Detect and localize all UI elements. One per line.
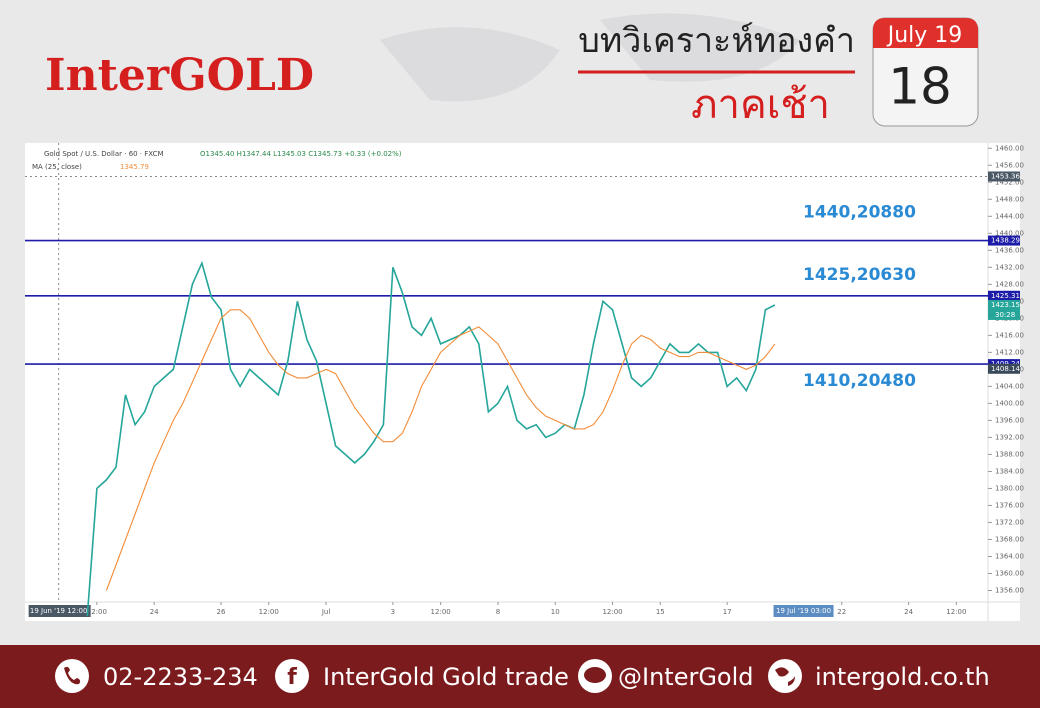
series-line — [86, 260, 776, 617]
x-tick-label: 26 — [217, 608, 226, 616]
y-tick-label: 1452.00 — [995, 178, 1024, 186]
plot: 1356.00 1360.00 1364.00 1368.00 1372.00 1376.… — [25, 143, 1024, 617]
y-tick-label: 1400.00 — [995, 399, 1024, 407]
footer-phone: 02-2233-234 — [103, 663, 258, 691]
y-tick-label: 1372.00 — [995, 518, 1024, 526]
phone-icon — [55, 659, 89, 693]
x-tick-label: 12:00 — [946, 608, 966, 616]
facebook-icon — [275, 659, 309, 693]
crosshair-x-tag — [28, 605, 91, 617]
last-price-tag — [988, 299, 1020, 320]
y-tick-label: 1440.00 — [995, 229, 1024, 237]
x-tick-label: 12:00 — [602, 608, 622, 616]
y-tick-label: 1432.00 — [995, 263, 1024, 271]
extra-tag-label: 1408.14 — [991, 365, 1020, 373]
web-glyph — [775, 667, 795, 686]
y-tick-label: 1380.00 — [995, 484, 1024, 492]
y-tick-label: 1404.00 — [995, 382, 1024, 390]
calendar-month: July 19 — [886, 23, 963, 48]
crosshair-y-label: 1453.36 — [991, 172, 1020, 180]
y-tick-label: 1384.00 — [995, 467, 1024, 475]
y-tick-label: 1392.00 — [995, 433, 1024, 441]
level-tag — [988, 235, 1020, 246]
y-tick-label: 1376.00 — [995, 501, 1024, 509]
x-tick-label: 12:00 — [259, 608, 279, 616]
ohlc: O1345.40 H1347.44 L1345.03 C1345.73 +0.3… — [200, 150, 402, 158]
phone-glyph — [64, 666, 81, 685]
x-tick-label: 3 — [391, 608, 395, 616]
countdown: 30:28 — [995, 311, 1015, 319]
header-subtitle: ภาคเช้า — [691, 82, 830, 128]
y-tick-label: 1368.00 — [995, 535, 1024, 543]
x-tick-label: 17 — [723, 608, 732, 616]
y-tick-label: 1360.00 — [995, 569, 1024, 577]
level-label: 1440,20880 — [803, 203, 916, 223]
last-price: 1423.15 — [991, 301, 1020, 309]
chart-panel — [25, 143, 1020, 621]
y-tick-label: 1416.00 — [995, 331, 1024, 339]
map-shape — [380, 13, 800, 102]
x-tick-label: 24 — [150, 608, 159, 616]
symbol: Gold Spot / U.S. Dollar · 60 · FXCM — [44, 150, 164, 158]
crosshair-x-label: 19 Jun '19 12:00 — [30, 607, 88, 615]
line-glyph — [584, 667, 606, 683]
ma-label: MA (25, close) — [32, 163, 82, 171]
x-tick-label: Jul — [321, 608, 331, 616]
level-label: 1425,20630 — [803, 265, 916, 285]
x-tick-label: 12:00 — [87, 608, 107, 616]
x-tick-label: 12:00 — [431, 608, 451, 616]
y-tick-label: 1436.00 — [995, 246, 1024, 254]
y-tick-label: 1456.00 — [995, 161, 1024, 169]
y-tick-label: 1428.00 — [995, 280, 1024, 288]
series-line — [105, 309, 776, 591]
y-tick-label: 1364.00 — [995, 552, 1024, 560]
y-tick-label: 1460.00 — [995, 144, 1024, 152]
y-tick-label: 1356.00 — [995, 586, 1024, 594]
extra-tag — [988, 363, 1020, 374]
header-title: บทวิเคราะห์ทองคำ — [578, 21, 855, 61]
x-tick-label: 15 — [656, 608, 665, 616]
x-tick-label: 8 — [496, 608, 500, 616]
time-marker-label: 19 Jul '19 03:00 — [776, 607, 831, 615]
x-tick-label: 10 — [551, 608, 560, 616]
ma-value: 1345.79 — [120, 163, 149, 171]
level-tag-label: 1425.31 — [991, 292, 1020, 300]
facebook-glyph: f — [287, 665, 297, 690]
web-icon — [768, 659, 802, 693]
x-tick-label: 22 — [837, 608, 846, 616]
footer — [0, 645, 1040, 708]
x-tick-label: 24 — [904, 608, 913, 616]
y-tick-label: 1388.00 — [995, 450, 1024, 458]
calendar-day: 18 — [888, 58, 952, 116]
crosshair-y-tag — [988, 171, 1020, 182]
y-tick-label: 1396.00 — [995, 416, 1024, 424]
footer-website: intergold.co.th — [815, 663, 990, 691]
time-marker-tag — [773, 605, 834, 617]
footer-facebook: InterGold Gold trade — [323, 663, 569, 691]
y-tick-label: 1448.00 — [995, 195, 1024, 203]
y-tick-label: 1444.00 — [995, 212, 1024, 220]
level-tag — [988, 290, 1020, 301]
level-tag-label: 1438.29 — [991, 237, 1020, 245]
y-tick-label: 1412.00 — [995, 348, 1024, 356]
level-label: 1410,20480 — [803, 371, 916, 391]
calendar-top — [873, 18, 978, 48]
logo: InterGOLD — [45, 50, 314, 101]
footer-line: @InterGold — [618, 663, 754, 691]
